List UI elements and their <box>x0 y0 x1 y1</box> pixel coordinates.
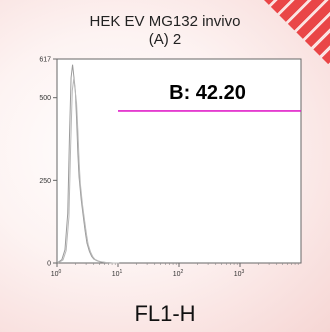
x-tick-label: 101 <box>112 269 123 278</box>
x-tick-label: 100 <box>51 269 62 278</box>
y-axis: 0 250 500 617 <box>39 57 57 268</box>
histogram-series-shadow <box>57 78 120 264</box>
x-axis-label: FL1-H <box>134 301 196 326</box>
gate-label: B: 42.20 <box>169 82 246 104</box>
y-tick-label: 617 <box>39 57 51 64</box>
x-tick-exponent: 3 <box>242 269 245 275</box>
y-tick-label: 250 <box>39 178 51 185</box>
x-axis: 100 101 102 103 <box>51 263 299 278</box>
x-tick-label: 103 <box>234 269 245 278</box>
plot-frame <box>56 58 302 264</box>
x-tick-base: 10 <box>173 271 181 278</box>
y-tick-label: 0 <box>47 261 51 268</box>
x-tick-base: 10 <box>112 271 120 278</box>
x-tick-exponent: 1 <box>120 269 123 275</box>
x-tick-base: 10 <box>51 271 59 278</box>
x-tick-base: 10 <box>234 271 242 278</box>
chart-subtitle: (A) 2 <box>148 31 182 48</box>
y-tick-label: 500 <box>39 95 51 102</box>
x-tick-label: 102 <box>173 269 184 278</box>
x-tick-exponent: 2 <box>181 269 184 275</box>
chart-title: HEK EV MG132 invivo <box>89 13 241 30</box>
x-tick-exponent: 0 <box>59 269 62 275</box>
